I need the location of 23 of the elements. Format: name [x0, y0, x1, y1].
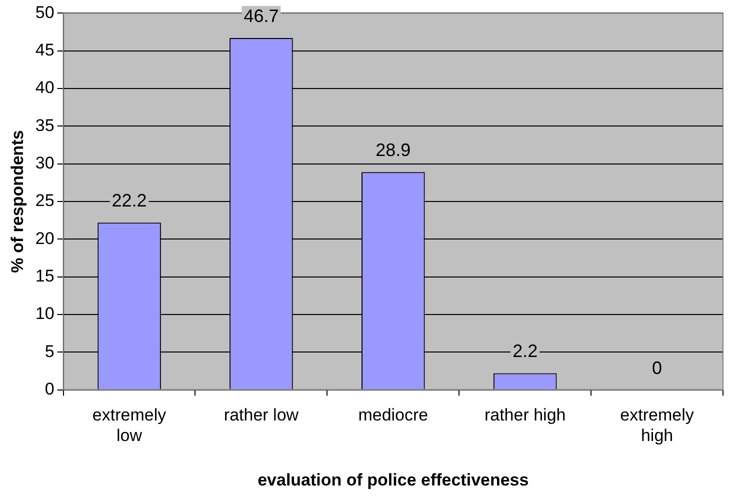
data-label: 46.7 [244, 6, 279, 26]
y-axis-title: % of respondents [8, 130, 27, 273]
data-label: 28.9 [376, 140, 411, 160]
y-tick-label: 0 [44, 379, 54, 398]
data-label: 2.2 [512, 341, 538, 362]
y-tick-label: 50 [35, 2, 54, 22]
y-tick-label: 25 [35, 191, 54, 210]
x-tick-label: rather high [484, 406, 566, 425]
y-tick-label: 40 [35, 78, 54, 98]
y-tick-label: 45 [35, 40, 54, 60]
y-tick-label: 20 [35, 228, 54, 248]
x-axis-title: evaluation of police effectiveness [258, 470, 529, 490]
x-tick-label: mediocre [358, 406, 428, 425]
y-tick-label: 5 [44, 342, 54, 361]
y-tick-label: 35 [35, 116, 54, 135]
x-tick-label: extremely low [92, 406, 167, 446]
y-tick-label: 30 [35, 154, 54, 173]
x-tick-label: rather low [224, 406, 300, 425]
y-tick-label: 10 [35, 304, 54, 324]
y-tick-label: 15 [35, 266, 54, 286]
data-label: 22.2 [112, 190, 147, 211]
x-tick-label: extremely high [620, 406, 694, 446]
data-label: 0 [652, 358, 662, 378]
